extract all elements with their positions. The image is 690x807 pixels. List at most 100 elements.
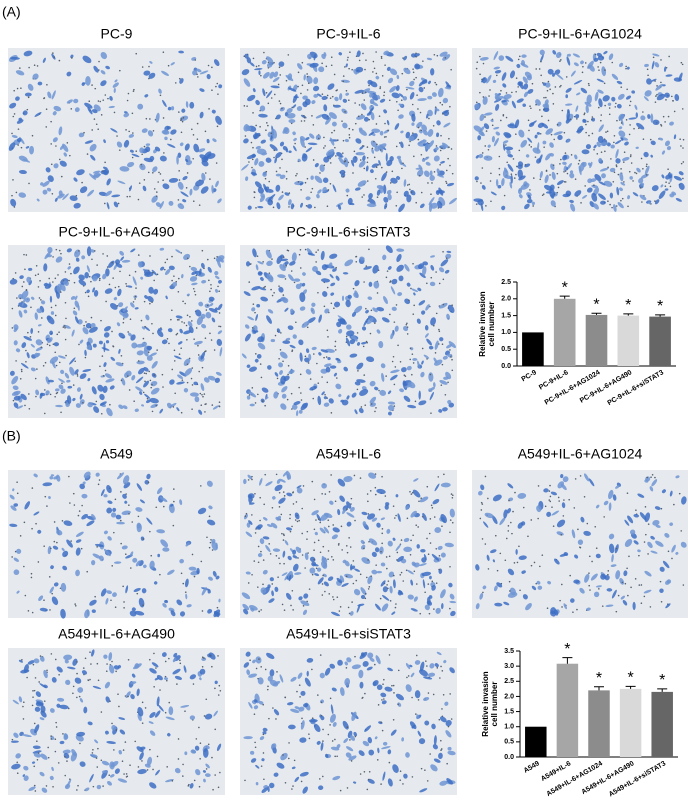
cell xyxy=(547,580,552,585)
pore xyxy=(86,153,89,155)
pore xyxy=(206,258,209,261)
pore xyxy=(659,580,662,583)
cell xyxy=(172,668,181,675)
pore xyxy=(100,114,103,116)
pore xyxy=(348,99,350,102)
cell xyxy=(244,53,249,59)
cell xyxy=(678,182,685,190)
cell xyxy=(267,199,274,206)
pore xyxy=(210,287,212,290)
cell xyxy=(184,751,188,756)
pore xyxy=(364,597,367,600)
cell xyxy=(130,694,135,700)
pore xyxy=(373,67,376,70)
pore xyxy=(35,264,38,267)
cell xyxy=(521,570,526,574)
panel-label: (B) xyxy=(2,428,21,444)
pore xyxy=(55,726,58,728)
pore xyxy=(395,204,398,207)
pore xyxy=(420,153,423,156)
cell xyxy=(333,372,337,377)
cell xyxy=(156,675,163,681)
cell xyxy=(662,560,670,569)
cell xyxy=(163,677,169,681)
pore xyxy=(334,349,337,351)
cell xyxy=(92,275,98,282)
pore xyxy=(280,513,283,516)
pore xyxy=(40,299,42,301)
cell xyxy=(15,753,21,759)
pore xyxy=(578,159,581,162)
cell xyxy=(18,696,23,703)
pore xyxy=(476,101,478,104)
cell xyxy=(567,109,570,113)
cell xyxy=(321,95,328,101)
cell xyxy=(406,282,411,287)
cell xyxy=(583,530,591,536)
pore xyxy=(278,100,281,102)
pore xyxy=(104,94,107,96)
cell xyxy=(150,387,160,395)
pore xyxy=(175,280,178,283)
pore xyxy=(547,80,550,83)
cell xyxy=(75,734,84,742)
cell xyxy=(494,69,502,74)
cell xyxy=(179,611,186,617)
pore xyxy=(312,124,315,126)
cell xyxy=(167,733,171,737)
cell xyxy=(49,356,59,364)
pore xyxy=(210,538,212,541)
cell xyxy=(315,270,322,276)
pore xyxy=(33,689,36,692)
cell xyxy=(346,395,350,400)
cell xyxy=(175,249,182,254)
cell xyxy=(211,184,214,194)
cell xyxy=(38,595,44,602)
pore xyxy=(303,116,306,119)
pore xyxy=(479,55,481,58)
pore xyxy=(314,206,316,209)
pore xyxy=(55,721,57,724)
pore xyxy=(680,61,683,64)
pore xyxy=(599,61,602,64)
pore xyxy=(63,325,66,327)
cell xyxy=(526,198,533,204)
pore xyxy=(207,64,210,67)
pore xyxy=(591,116,594,118)
cell xyxy=(501,72,507,81)
pore xyxy=(144,380,146,383)
pore xyxy=(247,582,250,584)
pore xyxy=(381,528,384,530)
pore xyxy=(411,373,413,376)
cell xyxy=(387,749,392,755)
cell xyxy=(581,149,590,155)
pore xyxy=(324,493,327,495)
cell xyxy=(338,328,343,334)
pore xyxy=(481,167,484,169)
pore xyxy=(583,112,586,115)
cell xyxy=(118,750,122,755)
pore xyxy=(330,302,333,305)
cell xyxy=(491,515,498,525)
pore xyxy=(122,585,124,588)
pore xyxy=(260,550,262,553)
cell xyxy=(18,117,23,121)
pore xyxy=(363,167,366,170)
pore xyxy=(78,343,80,346)
cell xyxy=(197,148,206,153)
pore xyxy=(435,547,438,550)
cell xyxy=(376,570,383,574)
pore xyxy=(294,142,296,145)
cell xyxy=(146,473,151,480)
cell xyxy=(160,266,165,271)
pore xyxy=(14,272,17,274)
cell xyxy=(57,355,66,359)
pore xyxy=(604,69,606,71)
cell xyxy=(520,521,526,526)
cell xyxy=(170,610,176,617)
pore xyxy=(99,365,101,368)
pore xyxy=(113,111,116,114)
pore xyxy=(244,135,247,137)
cell xyxy=(358,407,364,414)
cell xyxy=(368,193,373,199)
